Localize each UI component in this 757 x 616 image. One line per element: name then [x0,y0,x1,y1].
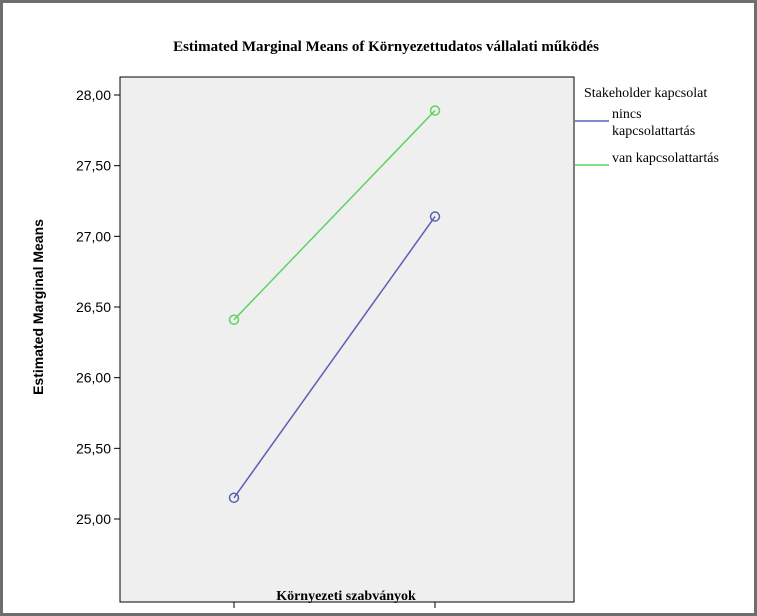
series-layer [228,105,441,504]
legend-title: Stakeholder kapcsolat [584,86,707,101]
data-point [228,314,240,325]
y-tick-label: 26,00 [76,370,111,386]
x-axis-label: Környezeti szabványok [276,589,416,604]
legend: Stakeholder kapcsolat nincs kapcsolattart… [575,86,719,166]
y-tick-label: 27,00 [76,228,111,244]
series-line [233,110,436,321]
y-tick-label: 27,50 [76,158,111,174]
y-tick-label: 25,50 [76,440,111,456]
y-axis: 25,00 25,50 26,00 26,50 27,00 27,50 28,00 [76,87,120,527]
series-line [233,216,436,499]
legend-entry-label: nincs kapcsolattartás [612,107,695,139]
chart-title: Estimated Marginal Means of Környezettud… [173,39,599,55]
y-tick-label: 28,00 [76,87,111,103]
data-point [429,105,441,116]
x-axis [233,602,436,608]
y-tick-label: 25,00 [76,511,111,527]
legend-entry-label: van kapcsolattartás [612,151,719,166]
line-chart: Estimated Marginal Means of Környezettud… [30,39,719,608]
data-point [228,492,240,504]
data-point [429,211,441,222]
y-axis-label: Estimated Marginal Means [30,219,46,395]
y-tick-label: 26,50 [76,299,111,315]
